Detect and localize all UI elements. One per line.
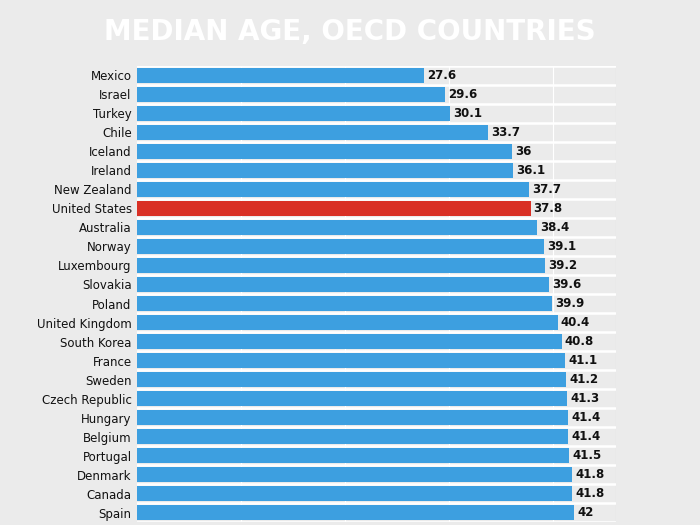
Text: 41.2: 41.2 [569, 373, 598, 386]
Text: 41.4: 41.4 [571, 430, 601, 443]
Bar [136, 410, 568, 425]
Text: 41.1: 41.1 [568, 354, 597, 367]
Text: 39.1: 39.1 [547, 240, 576, 253]
Bar [136, 125, 488, 140]
Text: 41.4: 41.4 [571, 411, 601, 424]
Text: 30.1: 30.1 [454, 107, 482, 120]
Text: 29.6: 29.6 [448, 88, 477, 101]
Text: 39.6: 39.6 [552, 278, 582, 291]
Text: 36: 36 [515, 145, 531, 158]
Bar [136, 277, 550, 292]
Text: 38.4: 38.4 [540, 221, 569, 234]
Bar [136, 391, 567, 406]
Text: 41.8: 41.8 [575, 468, 605, 481]
Text: 39.9: 39.9 [556, 297, 584, 310]
Bar [136, 448, 569, 463]
Text: 33.7: 33.7 [491, 125, 520, 139]
Text: 40.4: 40.4 [561, 316, 590, 329]
Bar [136, 163, 513, 178]
Text: MEDIAN AGE, OECD COUNTRIES: MEDIAN AGE, OECD COUNTRIES [104, 17, 596, 46]
Text: 37.8: 37.8 [533, 202, 563, 215]
Bar [136, 334, 562, 349]
Bar [136, 68, 424, 82]
Text: 27.6: 27.6 [427, 69, 456, 82]
Text: 41.3: 41.3 [570, 392, 599, 405]
Text: 42: 42 [578, 506, 594, 519]
Bar [136, 429, 568, 444]
Bar [136, 506, 574, 520]
Text: 36.1: 36.1 [516, 164, 545, 177]
Bar [136, 315, 558, 330]
Bar [136, 296, 552, 311]
Bar [136, 467, 572, 482]
Text: 41.8: 41.8 [575, 487, 605, 500]
Bar [136, 353, 565, 368]
Bar [136, 144, 512, 159]
Bar [136, 201, 531, 216]
Bar [136, 372, 566, 387]
Text: 39.2: 39.2 [548, 259, 578, 272]
Text: 37.7: 37.7 [533, 183, 561, 196]
Bar [136, 220, 537, 235]
Bar [136, 182, 529, 197]
Text: 40.8: 40.8 [565, 335, 594, 348]
Bar [136, 87, 445, 102]
Bar [136, 239, 544, 254]
Bar [136, 106, 450, 121]
Bar [136, 258, 545, 273]
Text: 41.5: 41.5 [572, 449, 601, 463]
Bar [136, 486, 572, 501]
